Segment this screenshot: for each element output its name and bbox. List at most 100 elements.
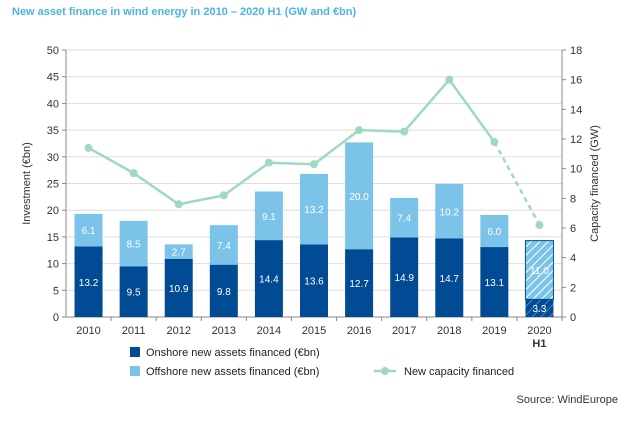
- y-tick-label: 20: [47, 205, 59, 217]
- capacity-point: [129, 169, 138, 178]
- y2-tick-label: 16: [570, 75, 582, 87]
- bar-offshore: [209, 225, 238, 265]
- capacity-point: [535, 221, 544, 230]
- x-tick-label: 2020: [527, 325, 551, 337]
- chart-title: New asset finance in wind energy in 2010…: [12, 6, 357, 18]
- y-tick-label: 50: [47, 45, 59, 57]
- y2-tick-label: 10: [570, 164, 582, 176]
- x-tick-label: 2016: [347, 325, 371, 337]
- legend-swatch-capacity-point: [381, 367, 389, 375]
- x-tick-sublabel: H1: [532, 338, 546, 350]
- bar-offshore-label: 6.0: [487, 227, 501, 238]
- x-tick-label: 2017: [392, 325, 416, 337]
- bar-offshore: [480, 215, 509, 248]
- capacity-point: [310, 160, 318, 169]
- bar-offshore-label: 7.4: [217, 241, 231, 252]
- y-tick-label: 35: [47, 125, 59, 137]
- y2-tick-label: 6: [570, 223, 576, 235]
- bar-offshore-label: 11.0: [530, 266, 549, 277]
- bar-onshore: [435, 238, 464, 317]
- y-tick-label: 0: [53, 312, 59, 324]
- bar-onshore: [345, 249, 374, 317]
- legend-swatch-onshore: [130, 347, 140, 357]
- capacity-point: [490, 137, 499, 146]
- bar-offshore: [524, 240, 554, 300]
- y-tick-label: 25: [47, 179, 59, 191]
- bar-onshore: [525, 299, 554, 317]
- capacity-point: [445, 75, 454, 84]
- bar-onshore: [480, 247, 509, 317]
- y2-tick-label: 2: [570, 282, 576, 294]
- y2-tick-label: 14: [570, 104, 582, 116]
- capacity-point: [400, 127, 409, 136]
- bar-offshore-label: 6.1: [82, 226, 96, 237]
- capacity-point: [264, 158, 273, 167]
- legend-label-offshore: Offshore new assets financed (€bn): [146, 366, 319, 378]
- bar-onshore-label: 14.4: [259, 275, 279, 286]
- capacity-point: [84, 143, 93, 152]
- bar-offshore-label: 7.4: [397, 214, 411, 225]
- capacity-point: [355, 126, 364, 135]
- capacity-point: [174, 200, 183, 209]
- bar-onshore-label: 14.9: [394, 273, 414, 284]
- y2-tick-label: 8: [570, 193, 576, 205]
- x-tick-label: 2018: [437, 325, 461, 337]
- x-tick-label: 2015: [302, 325, 326, 337]
- y-tick-label: 40: [47, 98, 59, 110]
- capacity-line-dashed: [493, 141, 541, 226]
- y2-tick-label: 0: [570, 312, 576, 324]
- chart-source: Source: WindEurope: [516, 394, 619, 406]
- bar-offshore: [164, 244, 193, 259]
- bars: 13.2 6.1 9.5 8.5 10.9 2.7 9.8 7.4 14.4 9.1 13.6 13.…: [74, 142, 554, 317]
- y-tick-label: 30: [47, 152, 59, 164]
- y2-tick-label: 18: [570, 45, 582, 57]
- bar-onshore-label: 9.8: [217, 287, 231, 298]
- bar-offshore: [345, 142, 374, 250]
- x-tick-label: 2012: [166, 325, 190, 337]
- legend-label-onshore: Onshore new assets financed (€bn): [146, 347, 320, 359]
- legend-swatch-offshore: [130, 366, 140, 376]
- bar-onshore-label: 14.7: [440, 274, 460, 285]
- legend: Onshore new assets financed (€bn) Offshor…: [130, 347, 514, 378]
- bar-onshore: [119, 266, 148, 317]
- capacity-line-solid: [87, 77, 496, 206]
- x-tick-label: 2010: [76, 325, 100, 337]
- bar-onshore-label: 12.7: [349, 279, 369, 290]
- bar-offshore: [254, 191, 283, 241]
- y-axis-title: Investment (€bn): [21, 142, 33, 225]
- bar-offshore-label: 10.2: [440, 207, 460, 218]
- y-tick-label: 5: [53, 285, 59, 297]
- y2-axis-title: Capacity financed (GW): [589, 125, 601, 242]
- bar-onshore-label: 13.1: [485, 278, 505, 289]
- bar-offshore: [390, 197, 419, 238]
- x-tick-label: 2011: [122, 325, 146, 337]
- bar-onshore: [209, 264, 238, 317]
- bar-onshore: [164, 258, 193, 317]
- capacity-line: [84, 75, 544, 230]
- bar-offshore-label: 8.5: [127, 240, 141, 251]
- y-tick-label: 15: [47, 232, 59, 244]
- bar-onshore: [254, 240, 283, 317]
- y-tick-label: 10: [47, 259, 59, 271]
- bar-offshore: [119, 220, 148, 267]
- bar-offshore-label: 9.1: [262, 212, 276, 223]
- bar-onshore-label: 13.6: [304, 277, 324, 288]
- bar-onshore-label: 3.3: [533, 304, 547, 315]
- bar-offshore-label: 20.0: [349, 192, 369, 203]
- x-tick-label: 2013: [212, 325, 236, 337]
- bar-onshore: [390, 237, 419, 317]
- bar-onshore-label: 10.9: [169, 284, 189, 295]
- y-tick-label: 45: [47, 72, 59, 84]
- capacity-point: [219, 191, 228, 200]
- bar-offshore-label: 13.2: [304, 205, 324, 216]
- y2-tick-label: 12: [570, 134, 582, 146]
- bar-offshore: [300, 173, 328, 245]
- bar-onshore: [300, 244, 328, 317]
- bar-offshore: [74, 213, 103, 247]
- bar-offshore-label: 2.7: [172, 248, 186, 259]
- x-tick-label: 2019: [482, 325, 506, 337]
- y2-tick-label: 4: [570, 253, 576, 265]
- bar-onshore-label: 9.5: [127, 288, 141, 299]
- bar-onshore: [74, 246, 103, 317]
